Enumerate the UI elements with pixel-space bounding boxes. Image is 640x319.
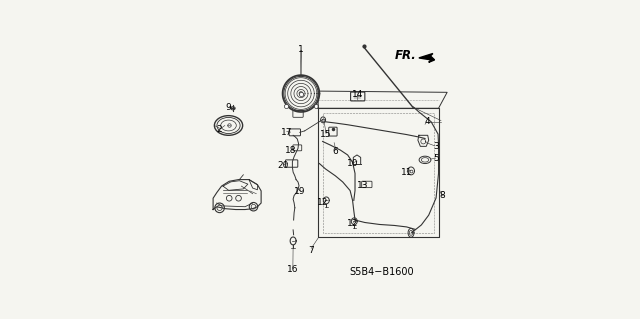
Text: 18: 18 (285, 145, 297, 154)
Text: 13: 13 (356, 181, 368, 190)
Ellipse shape (315, 105, 317, 107)
Text: 20: 20 (277, 161, 289, 170)
Circle shape (215, 203, 225, 213)
FancyBboxPatch shape (362, 181, 372, 188)
Text: 1: 1 (298, 45, 303, 54)
Text: 19: 19 (294, 187, 305, 196)
Text: S5B4−B1600: S5B4−B1600 (349, 267, 414, 277)
Circle shape (236, 196, 241, 201)
Ellipse shape (214, 116, 243, 135)
Text: 11: 11 (401, 168, 412, 177)
FancyBboxPatch shape (293, 145, 301, 151)
Text: 2: 2 (216, 125, 221, 134)
Text: 4: 4 (425, 117, 430, 126)
Ellipse shape (231, 107, 235, 110)
Ellipse shape (419, 156, 431, 164)
Text: 14: 14 (352, 90, 363, 99)
Text: 12: 12 (347, 219, 358, 228)
Ellipse shape (285, 105, 287, 107)
Text: 15: 15 (320, 130, 332, 138)
Text: 6: 6 (333, 147, 339, 156)
Text: FR.: FR. (395, 49, 417, 62)
Text: 9: 9 (225, 102, 231, 112)
Text: 7: 7 (308, 246, 314, 255)
Text: 3: 3 (433, 142, 439, 151)
Text: 17: 17 (280, 128, 292, 137)
Text: 12: 12 (317, 198, 328, 207)
Text: 16: 16 (287, 265, 298, 274)
Text: 10: 10 (347, 159, 358, 168)
FancyBboxPatch shape (329, 127, 337, 136)
Text: 5: 5 (433, 154, 439, 163)
FancyBboxPatch shape (293, 110, 303, 117)
Circle shape (249, 203, 258, 211)
Text: 8: 8 (439, 191, 445, 200)
Circle shape (227, 196, 232, 201)
FancyBboxPatch shape (285, 160, 298, 167)
FancyBboxPatch shape (351, 92, 365, 101)
Polygon shape (419, 54, 435, 62)
FancyBboxPatch shape (289, 129, 301, 136)
